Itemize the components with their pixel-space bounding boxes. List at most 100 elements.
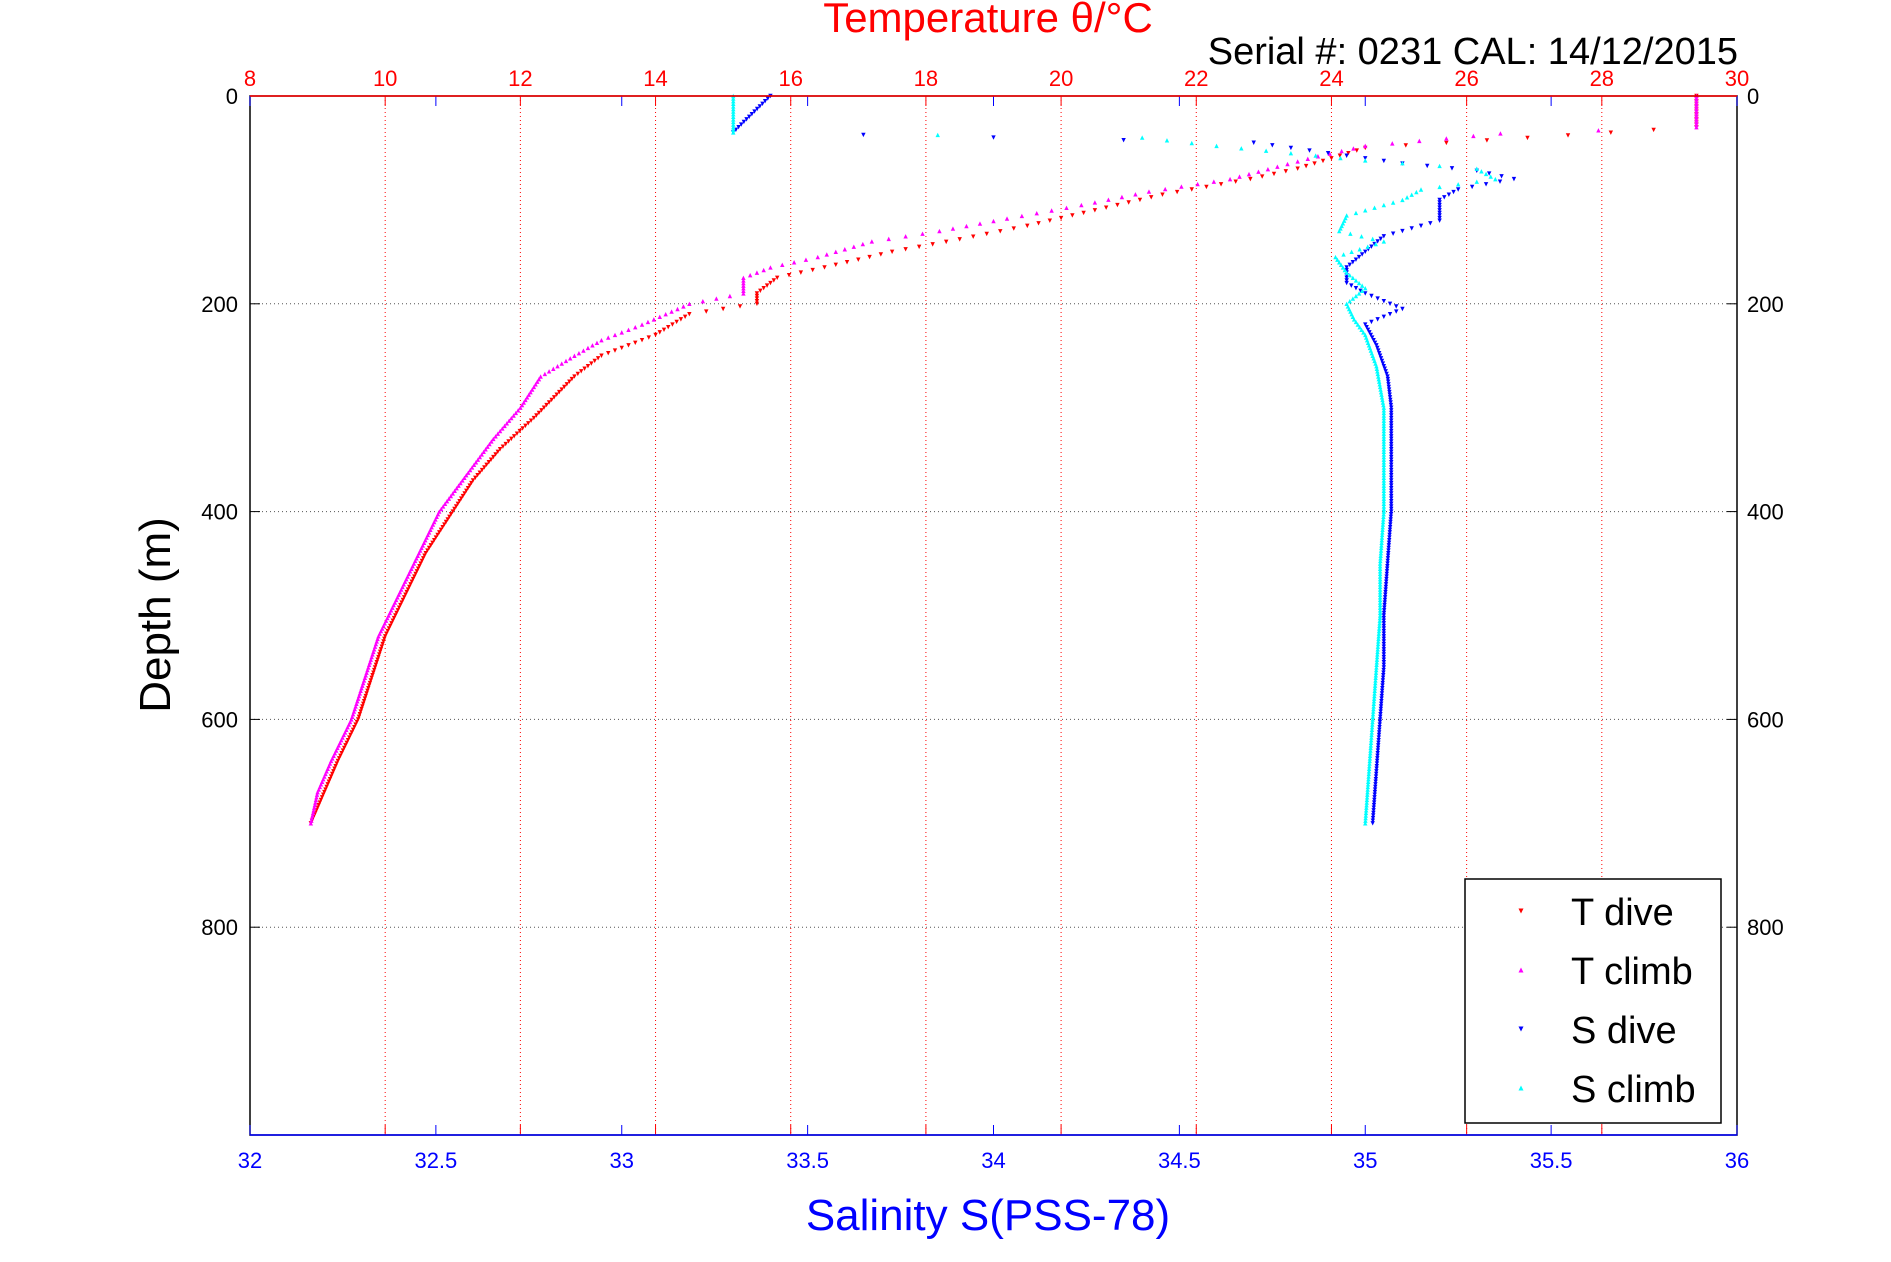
data-point bbox=[943, 239, 949, 245]
data-point bbox=[1379, 693, 1384, 699]
data-point bbox=[1338, 155, 1343, 161]
data-point bbox=[747, 114, 752, 119]
data-point bbox=[1347, 262, 1352, 268]
data-point bbox=[497, 428, 503, 434]
data-point bbox=[1379, 699, 1384, 704]
data-point bbox=[1374, 654, 1380, 660]
data-point bbox=[1384, 574, 1389, 579]
x-tick-label: 32 bbox=[238, 1148, 262, 1173]
data-point bbox=[1455, 187, 1461, 192]
data-point bbox=[1381, 447, 1387, 452]
data-point bbox=[415, 566, 421, 571]
data-point bbox=[366, 683, 372, 688]
data-point bbox=[1381, 657, 1387, 662]
data-point bbox=[1265, 166, 1271, 172]
data-point bbox=[1381, 636, 1387, 642]
data-point bbox=[1162, 186, 1168, 192]
data-point bbox=[1337, 153, 1343, 158]
data-point bbox=[554, 392, 559, 397]
data-point bbox=[1378, 553, 1383, 558]
data-point bbox=[464, 473, 469, 478]
data-point bbox=[991, 135, 996, 140]
data-point bbox=[523, 423, 528, 429]
data-point bbox=[1381, 299, 1387, 304]
data-point bbox=[1374, 366, 1380, 371]
data-point bbox=[1381, 431, 1387, 436]
data-point bbox=[1389, 496, 1394, 501]
data-point bbox=[1364, 800, 1369, 805]
data-point bbox=[1373, 774, 1379, 779]
data-point bbox=[1350, 296, 1356, 301]
data-point bbox=[372, 665, 378, 670]
data-point bbox=[1025, 223, 1030, 229]
data-point bbox=[1377, 602, 1383, 608]
data-point bbox=[335, 758, 341, 764]
data-point bbox=[749, 111, 755, 117]
data-point bbox=[1389, 509, 1394, 514]
data-point bbox=[1385, 379, 1391, 384]
data-point bbox=[1389, 434, 1394, 439]
data-point bbox=[786, 273, 792, 278]
data-point bbox=[964, 223, 969, 229]
data-point bbox=[1369, 293, 1374, 299]
data-point bbox=[595, 356, 601, 361]
data-point bbox=[1382, 366, 1387, 371]
data-point bbox=[1373, 680, 1378, 686]
data-point bbox=[311, 808, 316, 813]
data-point bbox=[1389, 486, 1394, 491]
data-point bbox=[1353, 286, 1359, 291]
x2-tick-label: 20 bbox=[1049, 66, 1073, 91]
data-point bbox=[1369, 319, 1374, 325]
data-point bbox=[1371, 802, 1377, 808]
data-point bbox=[324, 784, 329, 790]
data-point bbox=[1375, 641, 1381, 647]
data-point bbox=[1694, 117, 1699, 122]
data-point bbox=[473, 475, 478, 481]
data-point bbox=[495, 449, 501, 455]
data-point bbox=[1497, 179, 1503, 184]
data-point bbox=[509, 415, 514, 421]
data-point bbox=[1694, 114, 1699, 119]
data-point bbox=[1378, 550, 1384, 556]
data-point bbox=[1694, 111, 1699, 117]
data-point bbox=[984, 231, 989, 237]
legend-marker bbox=[1518, 908, 1524, 914]
data-point bbox=[764, 283, 770, 288]
data-point bbox=[1376, 350, 1382, 356]
x-axis-label: Salinity S(PSS-78) bbox=[806, 1191, 1170, 1240]
data-point bbox=[1437, 210, 1442, 216]
data-point bbox=[1337, 260, 1342, 265]
data-point bbox=[1381, 509, 1387, 514]
data-point bbox=[1381, 511, 1386, 517]
data-point bbox=[484, 462, 489, 468]
data-point bbox=[741, 275, 746, 281]
data-layer bbox=[308, 93, 1699, 826]
data-point bbox=[466, 470, 471, 475]
data-point bbox=[1381, 626, 1387, 631]
data-point bbox=[422, 553, 427, 558]
data-point bbox=[390, 618, 395, 623]
data-point bbox=[731, 119, 736, 125]
data-point bbox=[1369, 724, 1375, 730]
data-point bbox=[737, 304, 743, 309]
data-point bbox=[467, 467, 473, 473]
data-point bbox=[1058, 215, 1064, 221]
data-point bbox=[1381, 652, 1387, 657]
data-point bbox=[1381, 628, 1387, 634]
data-point bbox=[440, 504, 446, 509]
data-point bbox=[531, 384, 537, 390]
data-point bbox=[1511, 176, 1517, 182]
data-point bbox=[1285, 161, 1290, 167]
data-point bbox=[1384, 571, 1390, 577]
data-point bbox=[500, 444, 506, 449]
data-point bbox=[319, 795, 325, 800]
data-point bbox=[1449, 166, 1455, 171]
data-point bbox=[1374, 343, 1379, 348]
data-point bbox=[1381, 439, 1387, 444]
data-point bbox=[1381, 421, 1387, 426]
data-point bbox=[1381, 483, 1387, 488]
data-point bbox=[1371, 813, 1376, 818]
data-point bbox=[1389, 478, 1394, 483]
data-point bbox=[1375, 756, 1380, 761]
data-point bbox=[380, 641, 385, 647]
